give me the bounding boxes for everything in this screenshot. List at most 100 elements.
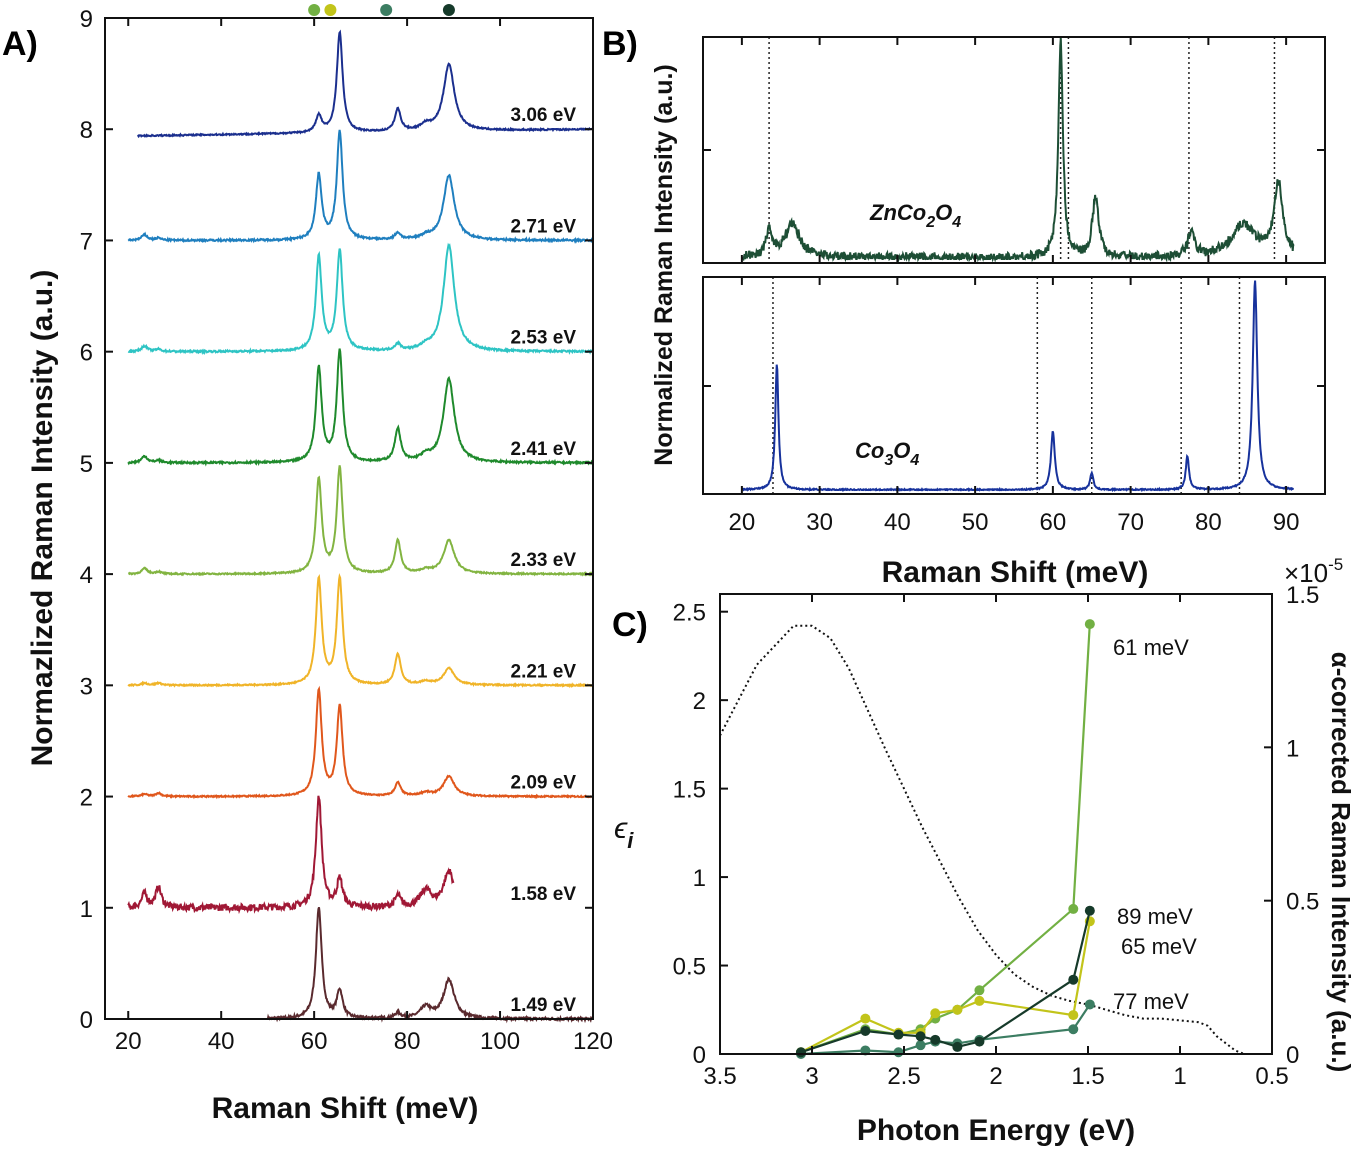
spectrum-line-1-58-eV (127, 795, 455, 915)
y-tick-label: 1.5 (673, 777, 706, 804)
y-tick-label: 7 (80, 228, 93, 255)
data-point (1084, 999, 1095, 1010)
x-tick-label: 80 (394, 1028, 421, 1055)
x-tick-label: 1 (1173, 1063, 1186, 1090)
top-marker-dot (324, 4, 337, 16)
series-label-3-06-eV: 3.06 eV (511, 105, 577, 126)
x-tick-label: 50 (962, 509, 989, 536)
y-tick-label-right: 0 (1286, 1042, 1299, 1069)
x-tick-label: 1.5 (1071, 1063, 1104, 1090)
panel-b-bottom-plot (741, 277, 1294, 494)
panel-b-y-axis-title: Normalized Raman Intensity (a.u.) (650, 64, 678, 465)
x-tick-label: 2.5 (887, 1063, 920, 1090)
data-point (1084, 905, 1095, 916)
data-point (893, 1047, 904, 1058)
y-tick-label: 4 (80, 562, 93, 589)
y-tick-label: 2 (693, 688, 706, 715)
top-marker-dot (308, 4, 321, 16)
x-tick-label: 0.5 (1255, 1063, 1288, 1090)
data-point (1068, 974, 1079, 985)
y-tick-label: 2 (80, 785, 93, 812)
data-point (952, 1004, 963, 1015)
x-tick-label: 90 (1273, 509, 1300, 536)
y-tick-label: 3 (80, 673, 93, 700)
panel-a-x-ticks: 20 40 60 80 100 120 (115, 18, 613, 1055)
x-tick-label: 40 (884, 509, 911, 536)
data-point (915, 1031, 926, 1042)
panel-c-ticks: 3.5 3 2.5 2 1.5 1 0.500.511.522.500.511.5 (673, 582, 1320, 1090)
panel-c-right-multiplier: ×10-5 (1284, 555, 1343, 588)
x-tick-label: 20 (115, 1028, 142, 1055)
y-tick-label: 9 (80, 6, 93, 33)
spectrum-line-2-21-eV (127, 572, 594, 689)
panel-c-label: C) (612, 606, 648, 644)
y-tick-label-right: 1.5 (1286, 582, 1319, 609)
spectrum-line-Co3O4 (741, 280, 1294, 493)
data-point (1068, 903, 1079, 914)
panel-a-frame (104, 17, 594, 1020)
x-tick-label: 40 (208, 1028, 235, 1055)
series-annotation: 61 meV (1113, 635, 1189, 660)
panel-a-x-axis-title: Raman Shift (meV) (212, 1092, 479, 1125)
panel-b-top-plot (741, 37, 1295, 263)
y-tick-label: 5 (80, 451, 93, 478)
x-tick-label: 3 (805, 1063, 818, 1090)
panel-b-top-sample-label: ZnCo2O4 (869, 200, 961, 231)
panel-c-y-axis-left-title: ϵi (614, 812, 634, 853)
panel-a-y-ticks: 0 1 2 3 4 5 6 7 8 9 (80, 6, 593, 1034)
x-tick-label: 30 (806, 509, 833, 536)
x-tick-label: 80 (1195, 509, 1222, 536)
data-point (795, 1047, 806, 1058)
data-point (860, 1013, 871, 1024)
series-label-2-33-eV: 2.33 eV (511, 550, 577, 571)
series-annotation: 65 meV (1121, 934, 1197, 959)
data-point (893, 1029, 904, 1040)
panel-a-label: A) (2, 25, 38, 63)
panel-a-y-axis-title: Normazlized Raman Intensity (a.u.) (26, 270, 59, 767)
data-point (1068, 1024, 1079, 1035)
y-tick-label: 6 (80, 340, 93, 367)
x-tick-label: 20 (729, 509, 756, 536)
data-point (930, 1008, 941, 1019)
series-label-2-09-eV: 2.09 eV (511, 773, 577, 794)
spectrum-line-ZnCo2O4 (741, 38, 1295, 263)
y-tick-label: 2.5 (673, 600, 706, 627)
spectrum-line-2-71-eV (127, 129, 594, 245)
data-point (915, 1040, 926, 1051)
top-marker-dot (380, 4, 393, 16)
series-annotation: 89 meV (1117, 904, 1193, 929)
series-label-2-21-eV: 2.21 eV (511, 661, 577, 682)
series-label-2-71-eV: 2.71 eV (511, 216, 577, 237)
x-tick-label: 120 (573, 1028, 613, 1055)
series-label-1-58-eV: 1.58 eV (511, 884, 577, 905)
y-tick-label-right: 1 (1286, 735, 1299, 762)
panel-b: B) 20 30 40 50 60 70 80 90 ZnCo2O4 Co3O4 Raman … (602, 25, 1326, 589)
data-point (974, 1036, 985, 1047)
data-point (1068, 1010, 1079, 1021)
data-point (860, 1026, 871, 1036)
x-tick-label: 3.5 (703, 1063, 736, 1090)
panel-c-frame (719, 593, 1273, 1055)
x-tick-label: 60 (1040, 509, 1067, 536)
series-annotation: 77 meV (1113, 989, 1189, 1014)
series-label-2-41-eV: 2.41 eV (511, 439, 577, 460)
panel-c-x-axis-title: Photon Energy (eV) (857, 1114, 1135, 1147)
panel-c: C) 61 meV 65 meV 77 meV 89 meV 3.5 3 2.5 2 1.5 1… (612, 555, 1356, 1147)
spectrum-line-2-41-eV (127, 348, 594, 467)
x-tick-label: 2 (989, 1063, 1002, 1090)
x-tick-label: 60 (301, 1028, 328, 1055)
panel-b-bottom-sample-label: Co3O4 (855, 438, 919, 469)
series-label-2-53-eV: 2.53 eV (511, 328, 577, 349)
series-line-61-meV (800, 624, 1091, 1054)
y-tick-label: 8 (80, 117, 93, 144)
data-point (860, 1045, 871, 1056)
spectrum-line-2-53-eV (127, 242, 594, 356)
panel-b-x-axis-title: Raman Shift (meV) (882, 556, 1149, 589)
y-tick-label: 0 (693, 1042, 706, 1069)
data-point (974, 985, 985, 996)
panel-b-ticks: 20 30 40 50 60 70 80 90 (703, 37, 1325, 536)
data-point (974, 995, 985, 1006)
x-tick-label: 70 (1117, 509, 1144, 536)
data-point (952, 1041, 963, 1052)
